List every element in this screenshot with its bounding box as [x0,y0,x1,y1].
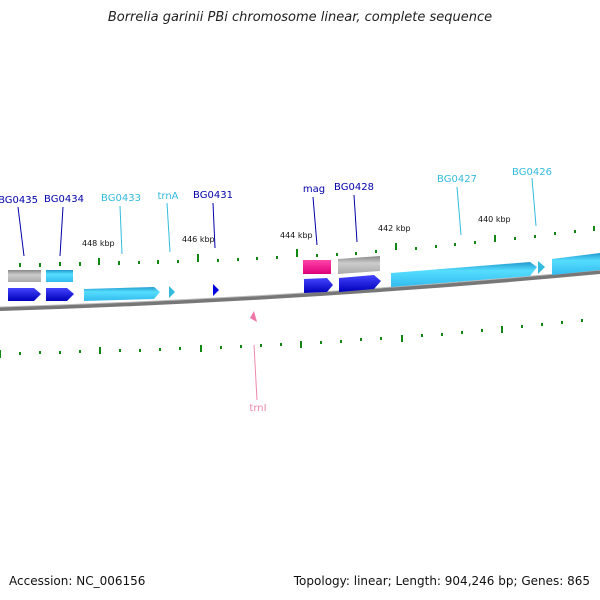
gene-label-trna: trnA [157,191,178,202]
chromosome-backbone-highlight [0,269,600,308]
gene-label-bg0427: BG0427 [437,174,477,185]
gray-feature [338,256,380,274]
light-feature [46,270,73,282]
cds-arrow-bg0428 [339,275,381,292]
map-title: Borrelia garinii PBi chromosome linear, … [107,10,493,25]
outer-tick-track [19,226,595,267]
gene-label-trni: trnI [249,403,266,414]
gene-label-bg0431: BG0431 [193,190,233,201]
trna-arrow [169,286,175,298]
gene-label-bg0434: BG0434 [44,194,84,205]
trni-marker [250,311,257,322]
cds-arrow-bg0433 [84,287,160,301]
small-light-arrow [538,261,545,274]
rrna-feature [8,270,41,282]
gene-label-bg0433: BG0433 [101,193,141,204]
accession-text: Accession: NC_006156 [9,574,146,588]
inner-tick-track [0,319,583,358]
gene-label-bg0426: BG0426 [512,167,552,178]
mag-feature [303,260,331,274]
kbp-label-442: 442 kbp [378,224,411,233]
cds-arrow-bg0431 [213,284,219,296]
cds-arrow-mag [304,278,333,293]
bg0426-upper-feature [552,253,600,275]
gene-label-bg0428: BG0428 [334,182,374,193]
kbp-label-448: 448 kbp [82,239,115,248]
kbp-label-444: 444 kbp [280,231,313,240]
kbp-label-446: 446 kbp [182,235,215,244]
cds-arrow-bg0427 [391,262,537,287]
gene-label-bg0435: BG0435 [0,195,38,206]
label-leader-lines [17,177,537,401]
genome-summary-text: Topology: linear; Length: 904,246 bp; Ge… [293,574,590,588]
cds-arrow-bg0434 [46,288,74,301]
kbp-label-440: 440 kbp [478,215,511,224]
cds-arrow-bg0435 [8,288,41,301]
chromosome-backbone [0,270,600,311]
gene-label-mag: mag [303,184,325,195]
